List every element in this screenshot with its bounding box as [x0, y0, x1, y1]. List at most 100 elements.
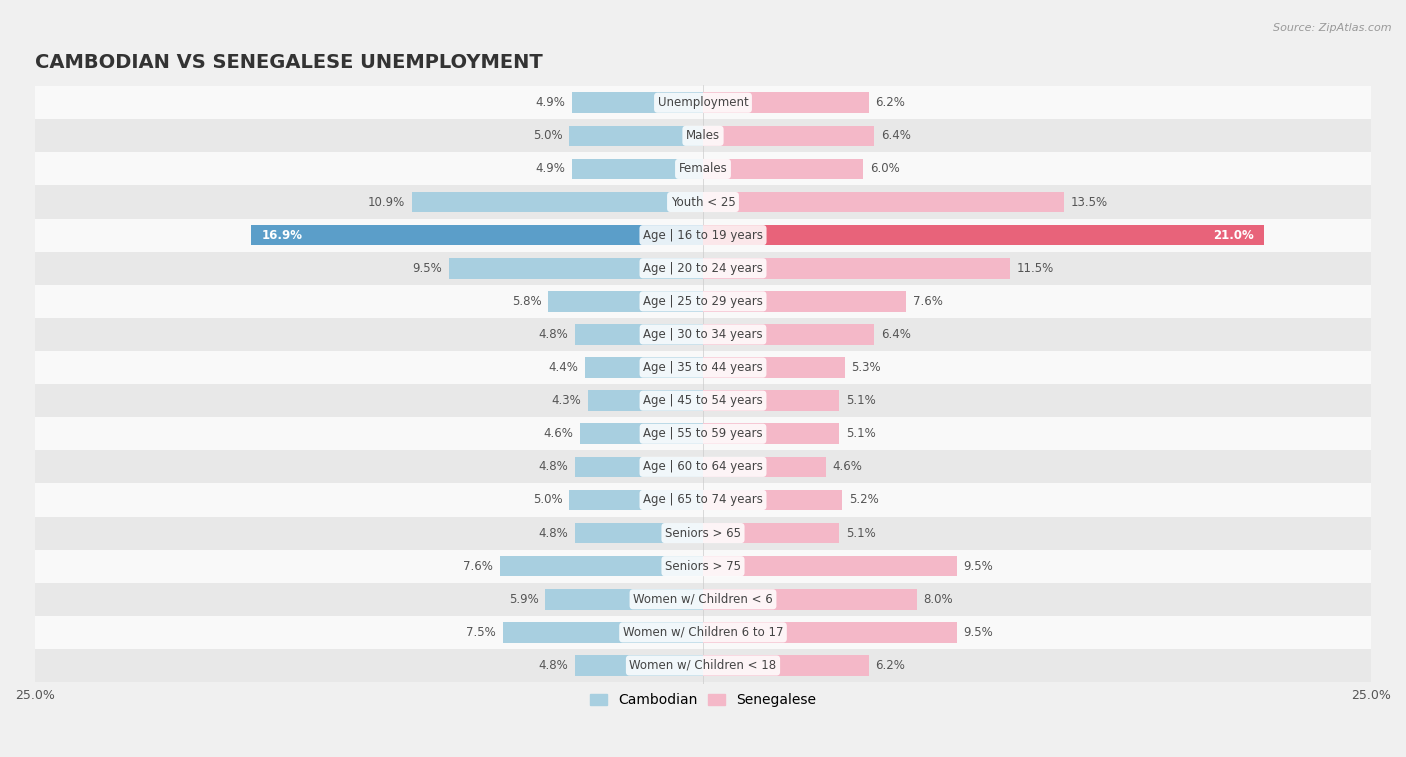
Text: Age | 65 to 74 years: Age | 65 to 74 years	[643, 494, 763, 506]
Bar	[703, 159, 863, 179]
FancyBboxPatch shape	[35, 616, 1371, 649]
Text: 6.2%: 6.2%	[876, 659, 905, 672]
Bar	[703, 523, 839, 544]
Legend: Cambodian, Senegalese: Cambodian, Senegalese	[585, 687, 821, 712]
Text: 16.9%: 16.9%	[262, 229, 304, 241]
Text: Females: Females	[679, 163, 727, 176]
Text: 6.4%: 6.4%	[880, 328, 911, 341]
FancyBboxPatch shape	[35, 450, 1371, 484]
Bar	[548, 291, 703, 312]
Bar	[581, 423, 703, 444]
Text: 5.8%: 5.8%	[512, 294, 541, 308]
Bar	[449, 258, 703, 279]
Text: CAMBODIAN VS SENEGALESE UNEMPLOYMENT: CAMBODIAN VS SENEGALESE UNEMPLOYMENT	[35, 53, 543, 72]
Bar	[501, 556, 703, 576]
Bar	[703, 92, 869, 113]
FancyBboxPatch shape	[35, 152, 1371, 185]
Text: Women w/ Children 6 to 17: Women w/ Children 6 to 17	[623, 626, 783, 639]
Text: 21.0%: 21.0%	[1213, 229, 1254, 241]
Text: Seniors > 65: Seniors > 65	[665, 527, 741, 540]
FancyBboxPatch shape	[35, 583, 1371, 616]
Text: 6.2%: 6.2%	[876, 96, 905, 109]
Text: 4.8%: 4.8%	[538, 527, 568, 540]
FancyBboxPatch shape	[35, 484, 1371, 516]
Text: 4.4%: 4.4%	[548, 361, 579, 374]
Bar	[575, 523, 703, 544]
Text: 7.6%: 7.6%	[464, 559, 494, 573]
Text: 5.2%: 5.2%	[849, 494, 879, 506]
Text: 4.6%: 4.6%	[544, 427, 574, 441]
Bar	[502, 622, 703, 643]
Text: 4.8%: 4.8%	[538, 460, 568, 473]
Text: 4.8%: 4.8%	[538, 328, 568, 341]
Text: Age | 20 to 24 years: Age | 20 to 24 years	[643, 262, 763, 275]
Bar	[585, 357, 703, 378]
Text: 5.0%: 5.0%	[533, 129, 562, 142]
Bar	[703, 126, 875, 146]
Bar	[703, 192, 1064, 212]
Text: 5.9%: 5.9%	[509, 593, 538, 606]
Bar	[703, 622, 957, 643]
FancyBboxPatch shape	[35, 120, 1371, 152]
Bar	[546, 589, 703, 609]
Bar	[703, 291, 905, 312]
Text: 8.0%: 8.0%	[924, 593, 953, 606]
Text: 4.9%: 4.9%	[536, 96, 565, 109]
FancyBboxPatch shape	[35, 649, 1371, 682]
FancyBboxPatch shape	[35, 86, 1371, 120]
FancyBboxPatch shape	[35, 185, 1371, 219]
Bar	[703, 556, 957, 576]
Bar	[703, 423, 839, 444]
Bar	[588, 391, 703, 411]
Text: Age | 60 to 64 years: Age | 60 to 64 years	[643, 460, 763, 473]
Bar	[703, 589, 917, 609]
Text: 11.5%: 11.5%	[1017, 262, 1054, 275]
Bar	[575, 656, 703, 676]
Text: 4.9%: 4.9%	[536, 163, 565, 176]
FancyBboxPatch shape	[35, 285, 1371, 318]
FancyBboxPatch shape	[35, 550, 1371, 583]
Text: 5.1%: 5.1%	[846, 394, 876, 407]
FancyBboxPatch shape	[35, 351, 1371, 384]
Bar	[703, 456, 825, 477]
Text: 6.4%: 6.4%	[880, 129, 911, 142]
Text: Seniors > 75: Seniors > 75	[665, 559, 741, 573]
FancyBboxPatch shape	[35, 384, 1371, 417]
FancyBboxPatch shape	[35, 516, 1371, 550]
Text: Unemployment: Unemployment	[658, 96, 748, 109]
Bar	[572, 92, 703, 113]
FancyBboxPatch shape	[35, 251, 1371, 285]
Text: 9.5%: 9.5%	[963, 559, 993, 573]
Bar	[412, 192, 703, 212]
Text: 5.1%: 5.1%	[846, 527, 876, 540]
Text: 4.6%: 4.6%	[832, 460, 862, 473]
Text: Age | 25 to 29 years: Age | 25 to 29 years	[643, 294, 763, 308]
Text: 4.3%: 4.3%	[551, 394, 582, 407]
Bar	[703, 391, 839, 411]
Text: Age | 55 to 59 years: Age | 55 to 59 years	[643, 427, 763, 441]
Bar	[703, 258, 1011, 279]
Bar	[572, 159, 703, 179]
Text: Source: ZipAtlas.com: Source: ZipAtlas.com	[1274, 23, 1392, 33]
Bar	[569, 126, 703, 146]
Text: 5.3%: 5.3%	[851, 361, 882, 374]
Bar	[703, 656, 869, 676]
FancyBboxPatch shape	[35, 417, 1371, 450]
Text: 9.5%: 9.5%	[963, 626, 993, 639]
Text: Women w/ Children < 18: Women w/ Children < 18	[630, 659, 776, 672]
Text: 9.5%: 9.5%	[413, 262, 443, 275]
Text: Males: Males	[686, 129, 720, 142]
Bar	[575, 324, 703, 344]
Text: 5.0%: 5.0%	[533, 494, 562, 506]
FancyBboxPatch shape	[35, 219, 1371, 251]
Bar	[703, 225, 1264, 245]
Bar	[703, 357, 845, 378]
Text: 4.8%: 4.8%	[538, 659, 568, 672]
Bar	[703, 490, 842, 510]
FancyBboxPatch shape	[35, 318, 1371, 351]
Text: 5.1%: 5.1%	[846, 427, 876, 441]
Text: Age | 30 to 34 years: Age | 30 to 34 years	[643, 328, 763, 341]
Bar	[569, 490, 703, 510]
Text: Age | 16 to 19 years: Age | 16 to 19 years	[643, 229, 763, 241]
Text: 7.5%: 7.5%	[467, 626, 496, 639]
